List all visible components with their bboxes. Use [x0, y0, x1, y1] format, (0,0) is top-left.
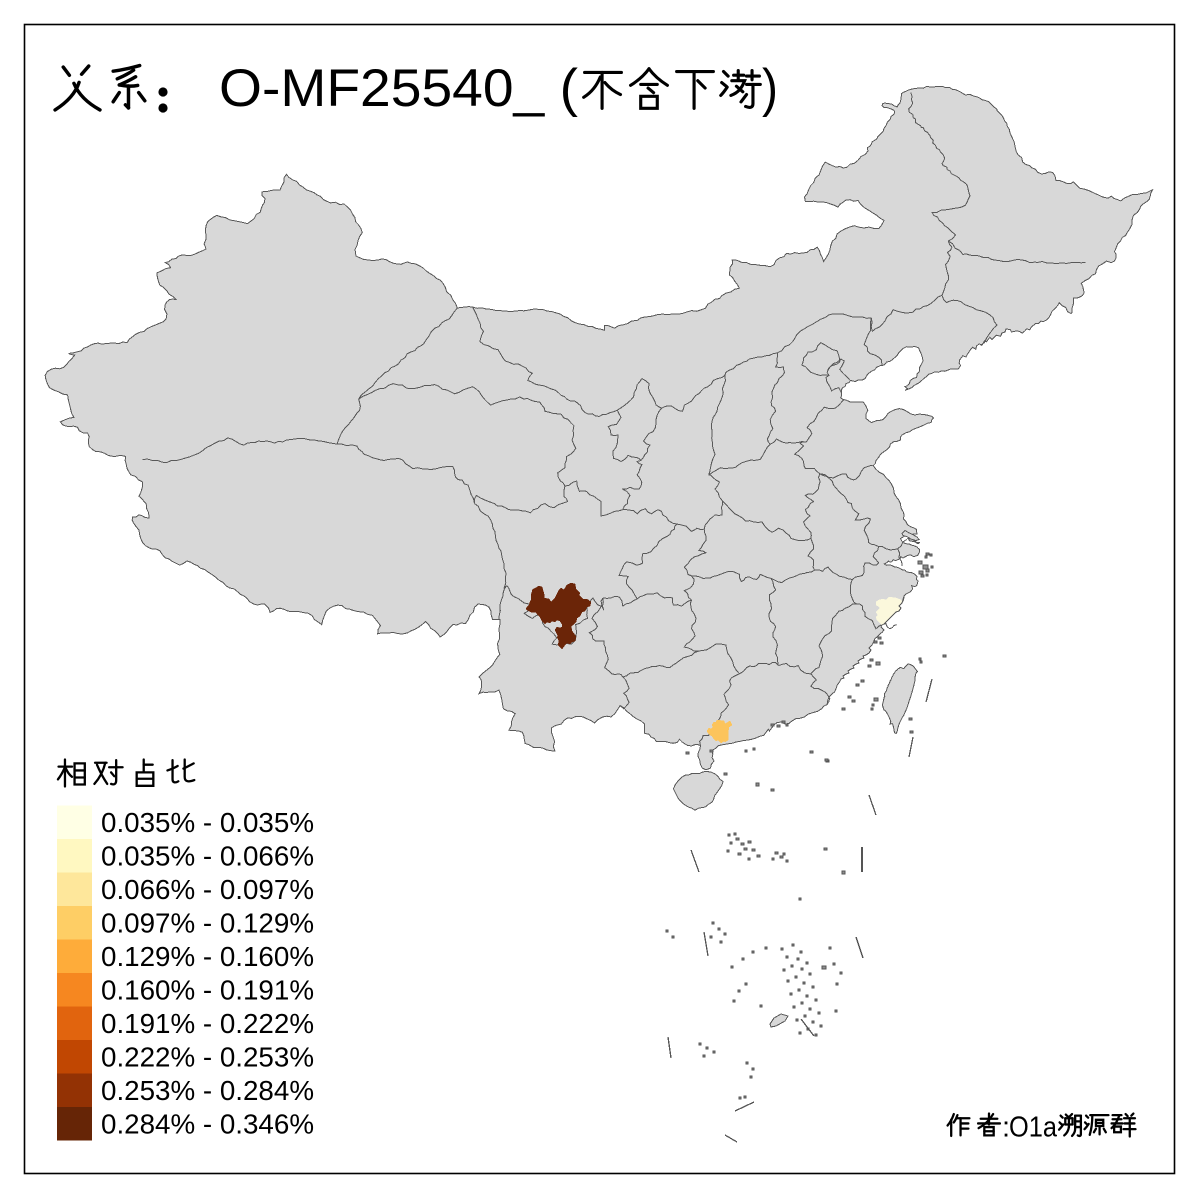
svg-text::: :: [1002, 1112, 1010, 1144]
svg-text:O-MF25540_ (: O-MF25540_ (: [219, 59, 578, 118]
svg-text:): ): [762, 59, 778, 118]
svg-text:0.191% - 0.222%: 0.191% - 0.222%: [101, 1008, 314, 1039]
svg-text:0.097% - 0.129%: 0.097% - 0.129%: [101, 908, 314, 939]
svg-text:0.066% - 0.097%: 0.066% - 0.097%: [101, 874, 314, 905]
svg-text:0.160% - 0.191%: 0.160% - 0.191%: [101, 975, 314, 1006]
svg-text:0.222% - 0.253%: 0.222% - 0.253%: [101, 1042, 314, 1073]
svg-text:0.035% - 0.035%: 0.035% - 0.035%: [101, 807, 314, 838]
svg-text:0.035% - 0.066%: 0.035% - 0.066%: [101, 841, 314, 872]
svg-text:0.129% - 0.160%: 0.129% - 0.160%: [101, 941, 314, 972]
svg-text:0.284% - 0.346%: 0.284% - 0.346%: [101, 1109, 314, 1140]
svg-text:0.253% - 0.284%: 0.253% - 0.284%: [101, 1075, 314, 1106]
svg-text:O1a: O1a: [1009, 1112, 1058, 1144]
